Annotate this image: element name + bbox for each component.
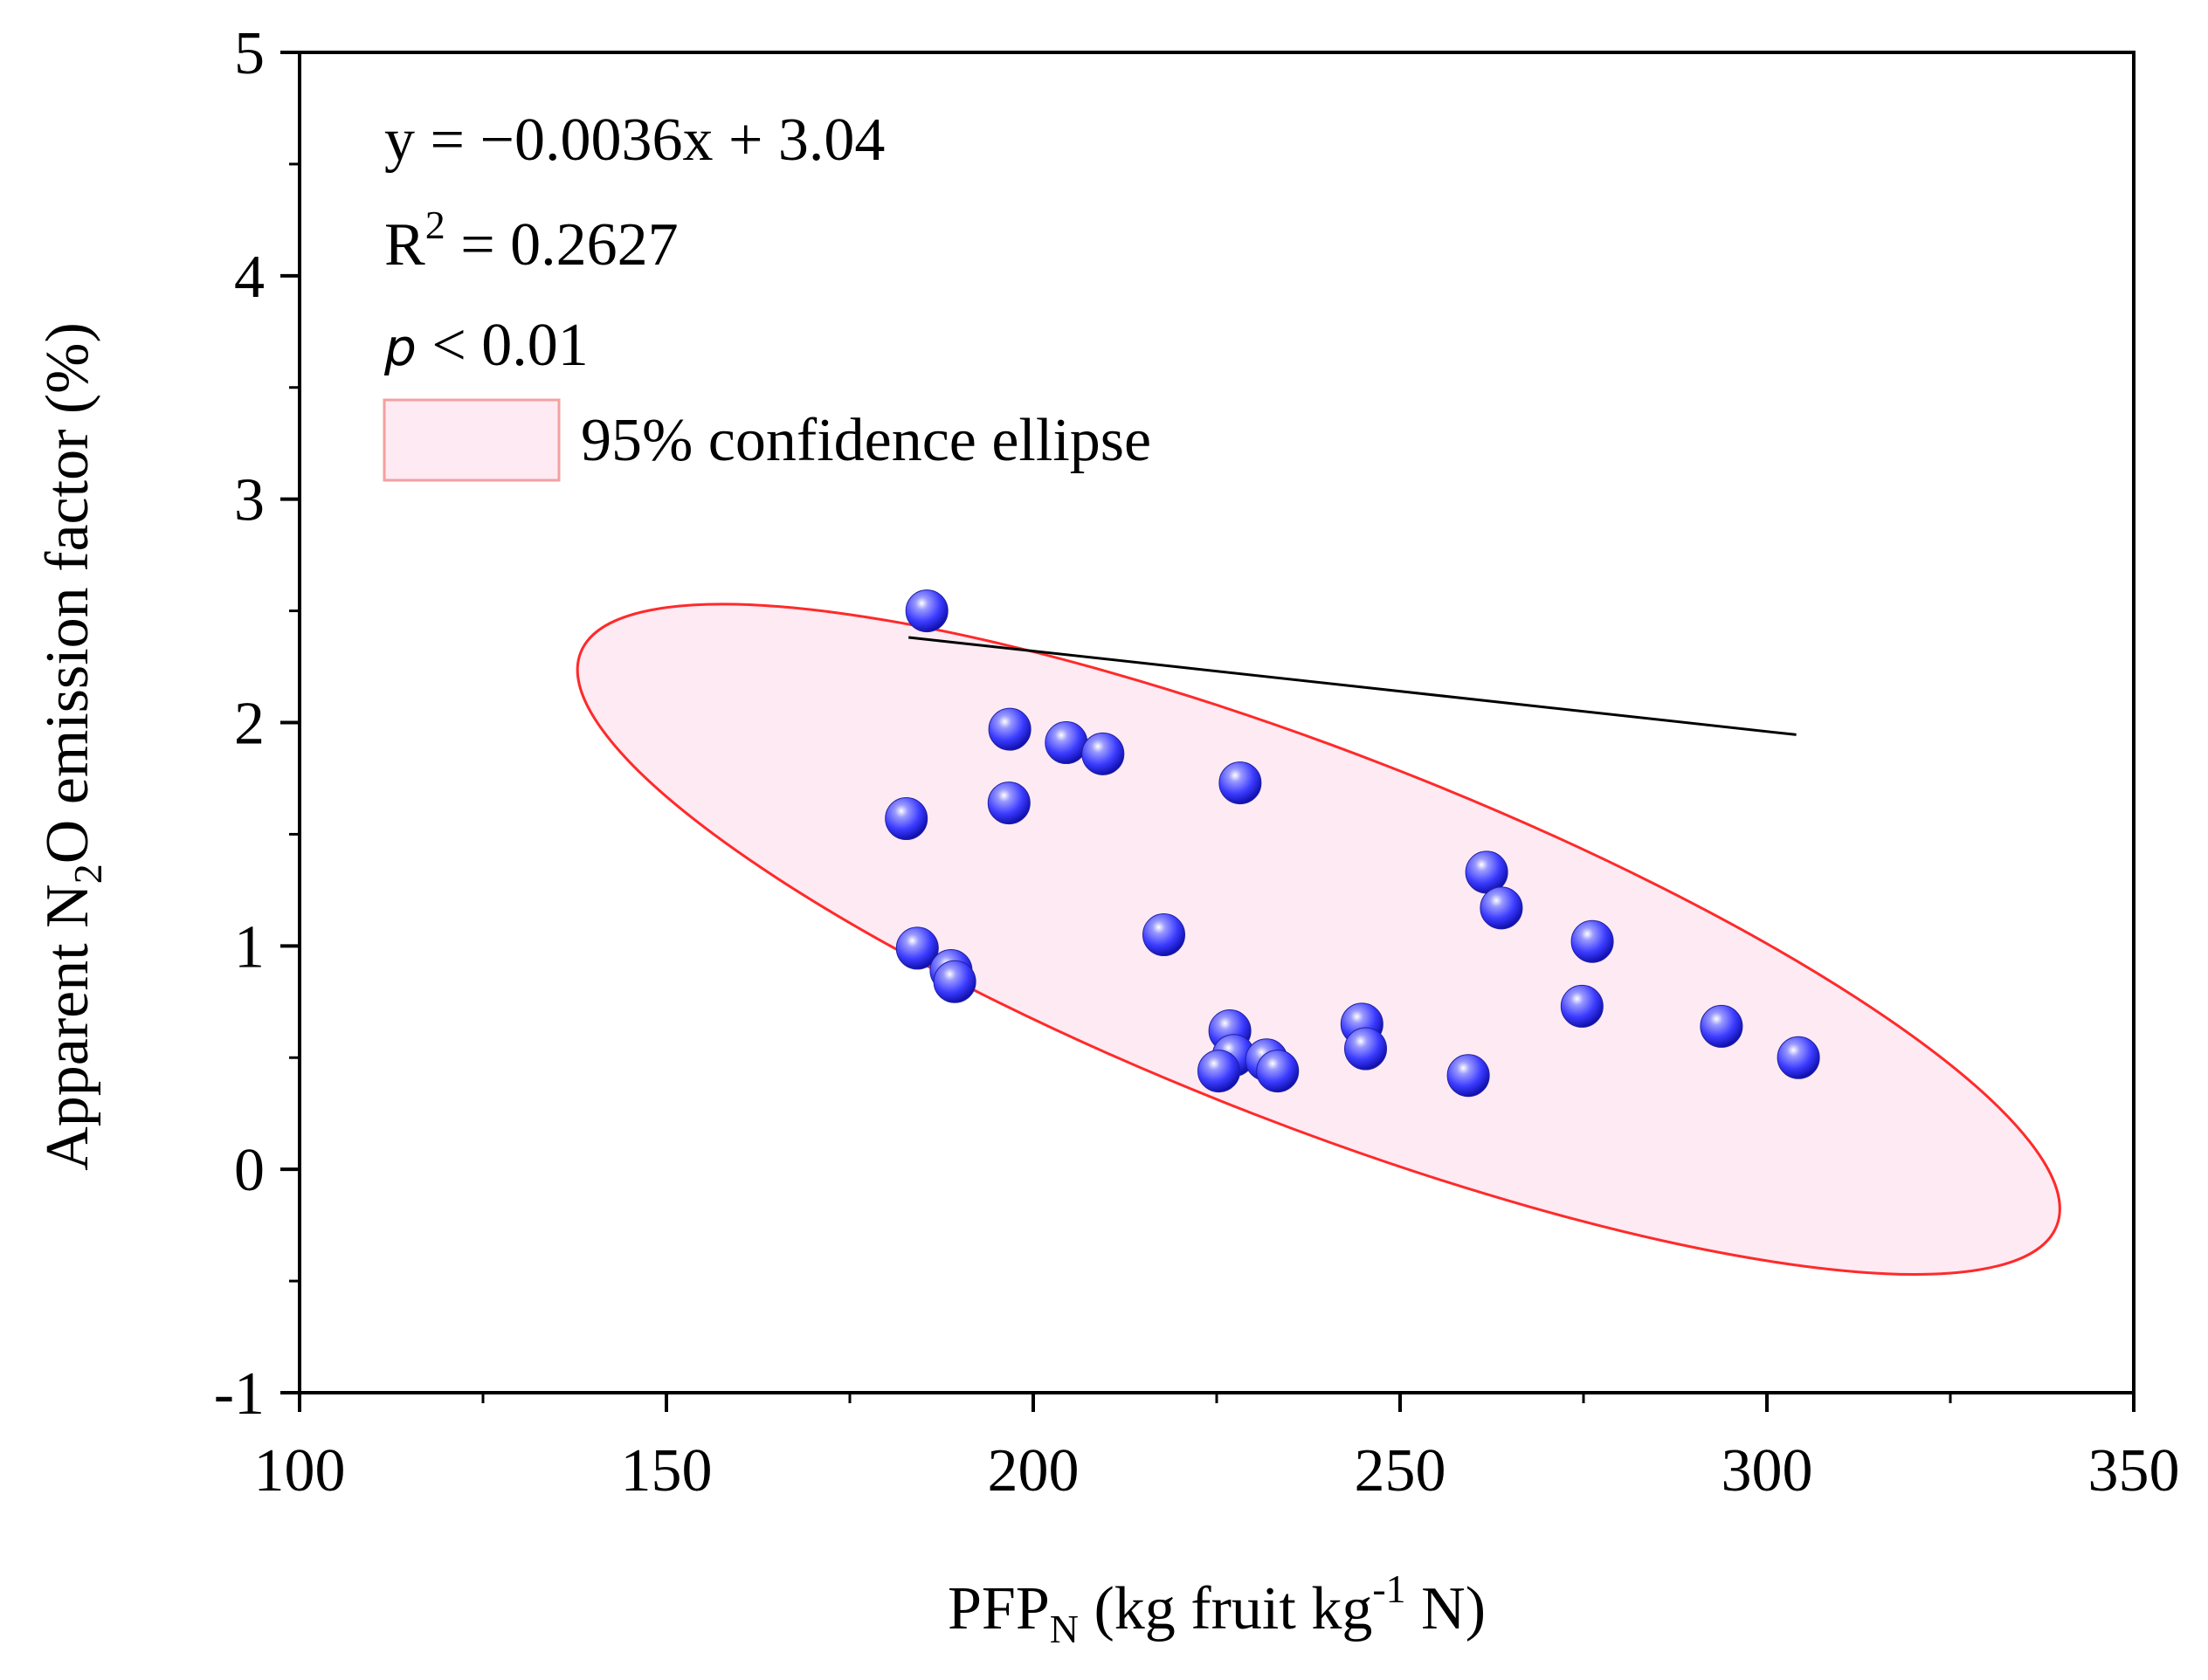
data-point (1446, 1054, 1490, 1098)
data-point (933, 960, 976, 1003)
confidence-ellipse-layer (576, 602, 2061, 1276)
legend-swatch (383, 398, 561, 482)
data-point (1218, 761, 1262, 805)
data-point (987, 781, 1031, 825)
y-axis-label: Apparent N2O emission factor (%) (34, 322, 110, 1171)
r-squared: R2 = 0.2627 (384, 203, 679, 279)
confidence-ellipse (576, 602, 2061, 1276)
data-point (885, 797, 928, 841)
data-point (1197, 1050, 1241, 1093)
p-value: p < 0.01 (383, 312, 589, 379)
annotations: PFPN (kg fruit kg-1 N) Apparent N2O emiss… (34, 107, 1486, 1651)
data-point (1142, 913, 1186, 957)
y-tick-label: 2 (234, 691, 265, 758)
y-tick-label: 5 (234, 20, 265, 87)
data-point (1081, 732, 1125, 775)
data-point (1570, 919, 1614, 963)
legend-label: 95% confidence ellipse (581, 407, 1151, 474)
regression-layer (908, 636, 1797, 736)
y-tick-label: 4 (234, 244, 265, 311)
data-point (1256, 1050, 1300, 1093)
data-point (988, 707, 1032, 751)
x-tick-label: 300 (1722, 1437, 1813, 1504)
regression-equation: y = −0.0036x + 3.04 (384, 107, 885, 174)
data-point (1344, 1027, 1388, 1071)
x-tick-label: 350 (2088, 1437, 2180, 1504)
x-tick-label: 250 (1355, 1437, 1446, 1504)
data-point (905, 589, 949, 633)
y-tick-label: 3 (234, 467, 265, 534)
y-tick-label: -1 (214, 1360, 265, 1428)
regression-line (908, 636, 1797, 736)
data-points (885, 589, 1820, 1098)
data-point (1045, 721, 1088, 765)
data-point (1480, 886, 1523, 930)
x-tick-label: 150 (621, 1437, 713, 1504)
axes: 100 150 200 250 300 350 -1 0 1 2 3 4 5 (214, 20, 2180, 1504)
x-tick-label: 200 (988, 1437, 1080, 1504)
data-point (1560, 984, 1604, 1028)
data-point (895, 926, 939, 970)
data-point (1700, 1004, 1743, 1048)
y-tick-label: 1 (234, 913, 265, 981)
y-tick-label: 0 (234, 1137, 265, 1204)
x-tick-label: 100 (254, 1437, 346, 1504)
x-axis-label: PFPN (kg fruit kg-1 N) (948, 1566, 1486, 1651)
data-point (1777, 1036, 1820, 1079)
